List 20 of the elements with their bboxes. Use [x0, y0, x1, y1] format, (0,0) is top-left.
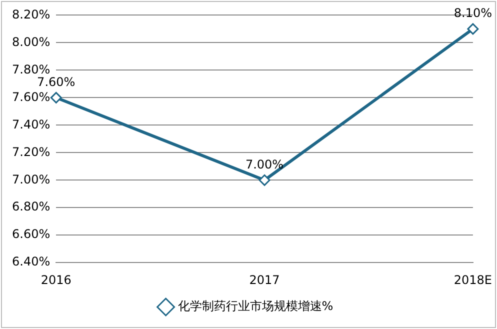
point — [50, 92, 62, 104]
y-tick-label: 8.00% — [12, 34, 50, 49]
point — [467, 23, 479, 35]
y-tick-label: 7.80% — [12, 62, 50, 76]
x-tick-label: 2017 — [249, 272, 280, 287]
data-label: 7.60% — [37, 74, 76, 89]
y-tick-label: 7.60% — [12, 90, 50, 104]
x-tick-label: 2016 — [40, 272, 72, 287]
y-tick-label: 6.40% — [12, 254, 50, 269]
legend-label: 化学制药行业市场规模增速% — [178, 299, 334, 314]
y-tick-label: 6.80% — [12, 200, 50, 214]
y-tick-label: 6.60% — [12, 227, 50, 242]
y-tick-label: 7.00% — [12, 172, 50, 186]
y-tick-label: 7.40% — [12, 117, 50, 132]
y-tick-label: 7.20% — [12, 144, 50, 159]
y-tick-label: 8.20% — [12, 7, 50, 22]
point — [258, 174, 270, 186]
data-label: 7.00% — [245, 157, 284, 172]
x-tick-label: 2018E — [454, 272, 492, 287]
data-label: 8.10% — [454, 6, 492, 20]
